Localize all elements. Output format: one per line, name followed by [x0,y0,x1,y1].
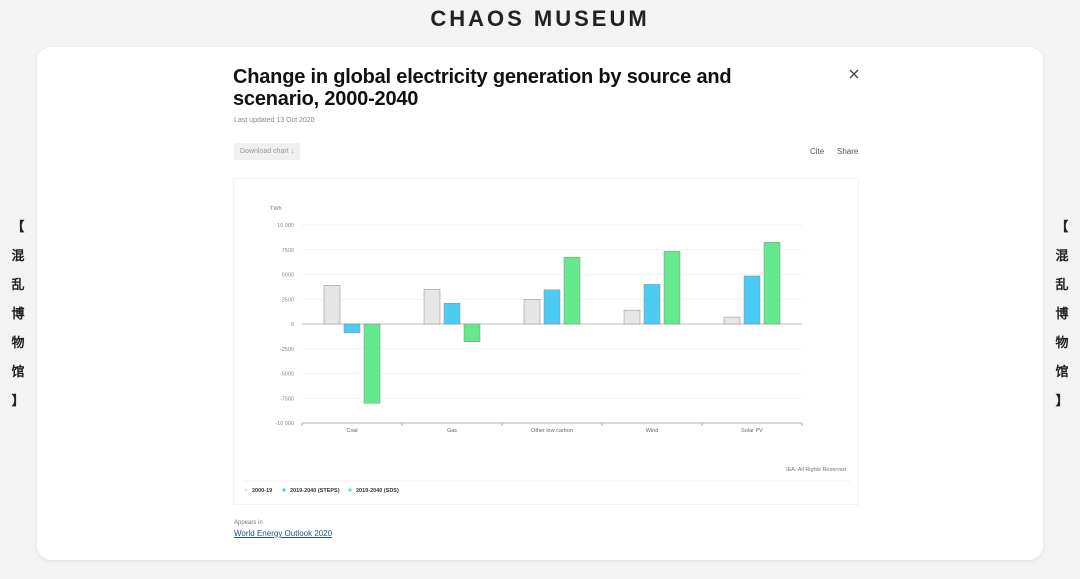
y-tick-label: 10 000 [277,223,294,229]
share-link[interactable]: Share [837,147,859,156]
bar-1 [623,309,641,325]
last-updated: Last updated 13 Oct 2020 [234,117,315,124]
chart-frame: TWh 10 000 7500 5000 2500 0 -2500 -5000 -7500 -10… [233,178,859,505]
y-tick-label: -5000 [280,372,294,378]
legend-label: 2000-19 [252,488,272,494]
side-label-char: 混 [11,248,25,263]
side-label-char: 馆 [1055,364,1069,379]
bar-3 [563,256,581,325]
appears-in-label: Appears in [234,520,263,526]
side-label-char: 】 [11,393,25,408]
bar-3 [363,323,381,404]
side-label-char: 乱 [11,277,25,292]
x-tick-label: Wind [646,428,659,434]
chart-svg: TWh 10 000 7500 5000 2500 0 -2500 -5000 -7500 -10… [242,206,850,494]
legend-label: 2019-2040 (SDS) [356,488,399,494]
side-label-char: 【 [1055,219,1069,234]
bar-3 [463,323,481,343]
y-tick-label: 0 [291,322,294,328]
y-tick-label: -7500 [280,396,294,402]
cite-link[interactable]: Cite [810,147,825,156]
bar-3 [763,242,781,325]
bar-1 [523,299,541,325]
x-tick-label: Gas [447,428,457,434]
side-label-char: 混 [1055,248,1069,263]
y-tick-label: 2500 [282,297,294,303]
side-label-left: 【 混 乱 博 物 馆 】 [8,212,28,415]
legend-swatch [348,488,352,492]
chart-title: Change in global electricity generation … [233,66,732,110]
appears-in-link[interactable]: World Energy Outlook 2020 [234,529,333,538]
side-label-right: 【 混 乱 博 物 馆 】 [1052,212,1072,415]
bar-1 [723,316,741,325]
close-icon[interactable] [845,67,863,85]
side-label-char: 物 [1055,335,1069,350]
legend-label: 2019-2040 (STEPS) [290,488,340,494]
bar-1 [423,289,441,325]
bar-2 [443,302,461,325]
y-tick-label: -10 000 [275,421,294,427]
museum-title: CHAOS MUSEUM [430,6,650,31]
y-tick-label: 5000 [282,273,294,279]
download-chart-button[interactable]: Download chart ↓ [234,143,301,160]
close-icon-glyph [849,69,859,79]
y-unit-label: TWh [270,206,282,212]
x-tick-label: Other low carbon [531,428,573,434]
x-tick-label: Coal [346,428,357,434]
legend-swatch [282,488,286,492]
source-note: IEA. All Rights Reserved [786,467,846,473]
bar-2 [543,289,561,325]
bar-1 [323,285,341,325]
side-label-char: 馆 [11,364,25,379]
bar-2 [343,323,361,334]
y-tick-label: 7500 [282,248,294,254]
side-label-char: 博 [1055,306,1069,321]
side-label-char: 【 [11,219,25,234]
bar-2 [743,275,761,325]
chart-card: Change in global electricity generation … [37,47,1043,560]
side-label-char: 物 [11,335,25,350]
x-tick-label: Solar PV [741,428,763,434]
bar-2 [643,284,661,325]
legend-swatch [244,488,248,492]
bar-3 [663,250,681,325]
y-tick-label: -2500 [280,347,294,353]
side-label-char: 乱 [1055,277,1069,292]
side-label-char: 】 [1055,393,1069,408]
side-label-char: 博 [11,306,25,321]
